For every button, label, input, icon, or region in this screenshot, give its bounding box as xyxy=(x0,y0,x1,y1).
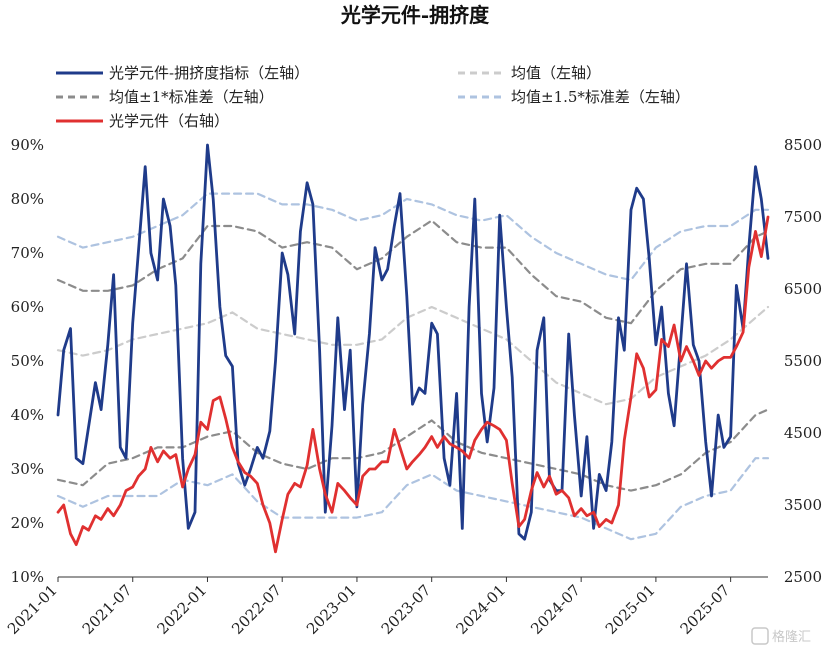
x-tick-label: 2023-01 xyxy=(303,581,360,638)
x-tick-label: 2021-07 xyxy=(79,581,136,638)
y-left-tick-label: 10% xyxy=(11,568,44,586)
legend-label: 光学元件-拥挤度指标（左轴） xyxy=(109,64,309,82)
legend-label: 均值±1*标准差（左轴） xyxy=(109,88,274,106)
y-right-tick-label: 2500 xyxy=(784,568,822,586)
x-tick-label: 2025-07 xyxy=(677,581,734,638)
x-tick-label: 2022-07 xyxy=(228,581,285,638)
legend: 光学元件-拥挤度指标（左轴） 均值±1*标准差（左轴） 光学元件（右轴） 均值（左轴）… xyxy=(56,64,690,130)
y-left-tick-label: 80% xyxy=(11,190,44,208)
series-line-6 xyxy=(56,215,770,554)
axes: 10% 20% 30% 40% 50% 60% 70% 80% 90% 2500 3500 4500 5… xyxy=(4,136,822,638)
y-left-tick-label: 30% xyxy=(11,460,44,478)
x-tick-label: 2024-07 xyxy=(527,581,584,638)
y-right-tick-label: 4500 xyxy=(784,424,822,442)
x-tick-label: 2022-01 xyxy=(153,581,210,638)
series-line-3 xyxy=(56,408,770,492)
watermark-text: 格隆汇 xyxy=(772,629,811,645)
legend-label: 均值（左轴） xyxy=(511,64,601,82)
watermark: 格隆汇 xyxy=(751,627,811,645)
y-left-tick-label: 20% xyxy=(11,514,44,532)
x-tick-label: 2025-01 xyxy=(602,581,659,638)
x-tick-label: 2024-01 xyxy=(452,581,509,638)
y-right-tick-label: 5500 xyxy=(784,352,822,370)
series-line-5 xyxy=(56,457,770,541)
legend-label: 均值±1.5*标准差（左轴） xyxy=(511,88,690,106)
legend-label: 光学元件（右轴） xyxy=(109,112,229,130)
y-right-tick-label: 7500 xyxy=(784,208,822,226)
y-right-tick-label: 8500 xyxy=(784,136,822,154)
x-tick-label: 2021-01 xyxy=(4,581,61,638)
series-line-0 xyxy=(56,143,770,541)
series-layer xyxy=(56,143,770,554)
y-left-tick-label: 90% xyxy=(11,136,44,154)
y-left-tick-label: 60% xyxy=(11,298,44,316)
chart-title: 光学元件-拥挤度 xyxy=(340,3,490,27)
y-left-tick-label: 40% xyxy=(11,406,44,424)
y-left-tick-label: 70% xyxy=(11,244,44,262)
y-right-tick-label: 3500 xyxy=(784,496,822,514)
watermark-logo-icon xyxy=(751,627,769,645)
series-line-2 xyxy=(56,219,770,325)
x-tick-label: 2023-07 xyxy=(378,581,435,638)
y-right-tick-label: 6500 xyxy=(784,280,822,298)
y-left-tick-label: 50% xyxy=(11,352,44,370)
series-line-4 xyxy=(56,192,770,282)
